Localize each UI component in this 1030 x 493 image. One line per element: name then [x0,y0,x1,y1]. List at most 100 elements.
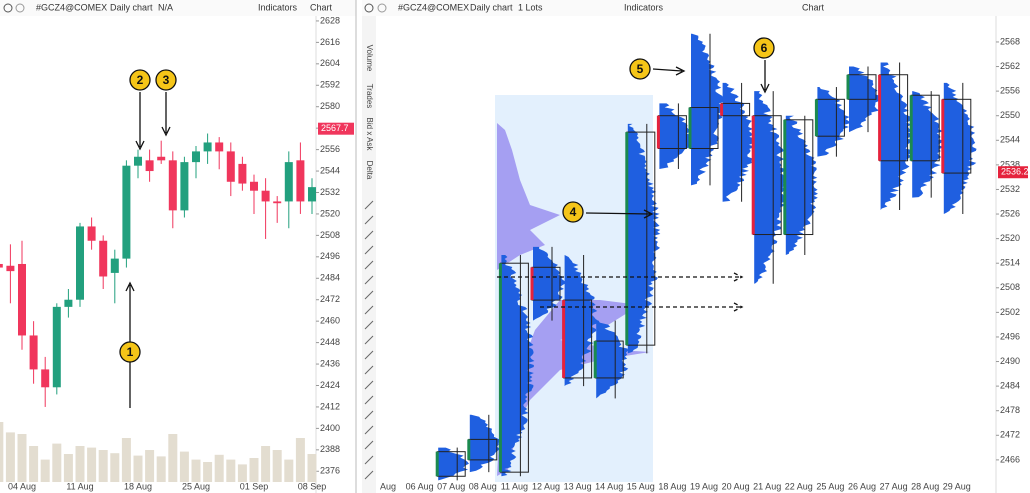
sidebar-tab[interactable]: Trades [365,84,374,109]
tool-icon[interactable] [364,380,374,390]
candle-body [250,181,258,191]
candle-body [296,160,305,202]
timeframe[interactable]: Daily chart [110,2,153,12]
volume-bar [284,459,294,482]
annotation-badge [753,37,775,59]
indicators-button[interactable]: Indicators [624,2,664,12]
tool-icon[interactable] [364,305,374,315]
annotation-number: 6 [761,41,768,55]
volume-bar [63,454,73,482]
candle-body [203,142,212,152]
y-tick-label: 2472 [1000,430,1020,440]
candle-body [76,226,84,300]
y-tick-label: 2424 [320,380,340,390]
tool-icon[interactable] [364,440,374,450]
tool-icon[interactable] [364,260,374,270]
tool-icon[interactable] [364,470,374,480]
x-tick-label: 21 Aug [753,481,781,491]
volume-profile [438,447,469,481]
tool-icon[interactable] [364,395,374,405]
y-tick-label: 2544 [1000,135,1020,145]
symbol[interactable]: #GCZ4@COMEX [398,2,469,12]
x-tick-label: 25 Aug [182,481,210,491]
y-tick-label: 2388 [320,444,340,454]
tool-icon[interactable] [364,200,374,210]
x-tick-label: 29 Aug [943,481,971,491]
last-price-tag [998,166,1028,179]
sidebar-tab[interactable]: Volume [365,45,374,72]
volume-profile [880,62,915,210]
candle-body [192,151,200,163]
tool-icon[interactable] [364,335,374,345]
candle-body [122,165,131,259]
y-tick-label: 2472 [320,294,340,304]
candle-body [41,369,50,388]
volume-profile [691,33,725,186]
tool-icon[interactable] [364,410,374,420]
arrow [161,92,171,137]
annotation-badge [129,69,151,91]
menu-icon[interactable] [3,3,13,13]
symbol[interactable]: #GCZ4@COMEX [36,2,107,12]
tool-icon[interactable] [364,425,374,435]
volume-profile [533,246,567,321]
annotations: 1 2 3 4 5 6 [119,37,775,363]
volume-bar [261,446,271,482]
last-price-label: 2536.2 [1001,167,1029,177]
charts: 2376238824002412242424362448246024722484… [0,15,1029,491]
tool-icon[interactable] [364,455,374,465]
y-tick-label: 2616 [320,37,340,47]
status-icon [15,3,25,13]
menu-icon[interactable] [364,3,374,13]
y-tick-label: 2556 [1000,86,1020,96]
panel-title: Chart [310,2,333,12]
sidebar-tab[interactable]: Bid x Ask [365,118,374,152]
x-tick-label: 15 Aug [627,481,655,491]
y-tick-label: 2466 [1000,454,1020,464]
volume-bar [98,450,108,482]
volume-bar [0,422,4,482]
y-tick-label: 2520 [320,208,340,218]
annotation-badge [629,58,651,80]
x-tick-label: 11 Aug [66,481,93,491]
tool-icon[interactable] [364,245,374,255]
sidebar-tab[interactable]: Delta [365,161,374,180]
y-tick-label: 2526 [1000,208,1020,218]
tool-icon[interactable] [364,365,374,375]
volume-profile [754,91,788,284]
left-toolbar [0,0,356,16]
volume-bar [203,462,213,482]
arrow [652,66,686,76]
y-tick-label: 2502 [1000,307,1020,317]
y-tick-label: 2508 [320,230,340,240]
volume-bar [40,459,50,482]
y-tick-label: 2448 [320,337,340,347]
volume-bar [249,458,259,482]
x-tick-label: 19 Aug [690,481,718,491]
y-tick-label: 2412 [320,401,340,411]
y-tick-label: 2556 [320,144,340,154]
candle-body [0,263,3,268]
volume-bar [191,459,201,482]
volume-bar [29,446,39,482]
x-tick-label: 06 Aug [406,481,434,491]
timeframe[interactable]: Daily chart [470,2,513,12]
tool-icon[interactable] [364,275,374,285]
volume-bar [156,456,166,482]
lots[interactable]: 1 Lots [518,2,543,12]
y-tick-label: 2520 [1000,233,1020,243]
volume-bar [295,438,305,482]
y-tick-label: 2538 [1000,159,1020,169]
tool-icon[interactable] [364,230,374,240]
y-tick-label: 2544 [320,165,340,175]
annotation-badge [155,69,177,91]
tool-icon[interactable] [364,320,374,330]
tool-icon[interactable] [364,290,374,300]
volume-profile [912,91,946,198]
y-tick-label: 2592 [320,80,340,90]
mode[interactable]: N/A [158,2,173,12]
tool-icon[interactable] [364,350,374,360]
tool-icon[interactable] [364,215,374,225]
x-tick-label: 08 Sep [298,481,327,491]
indicators-button[interactable]: Indicators [258,2,298,12]
